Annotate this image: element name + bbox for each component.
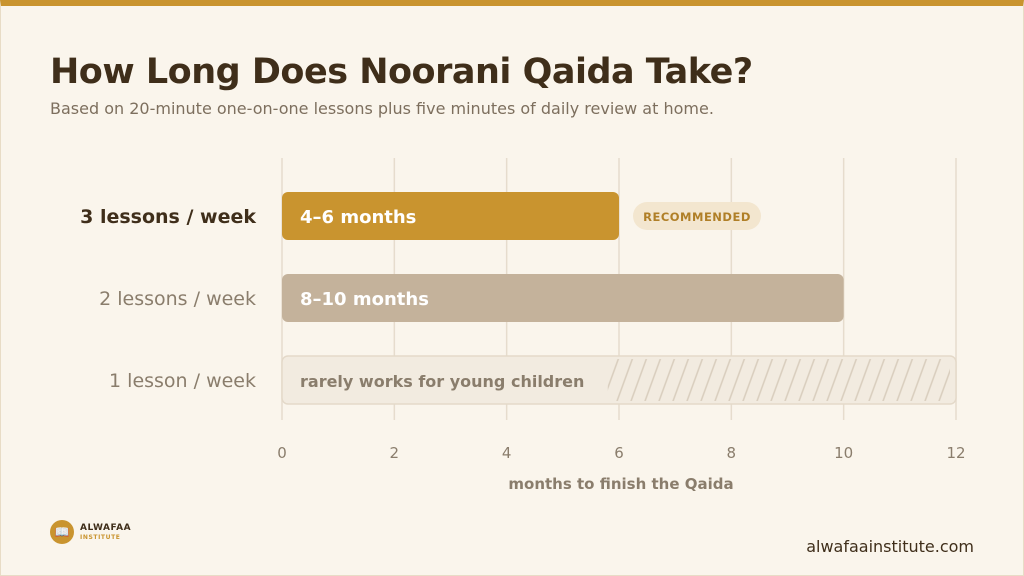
category-label: 1 lesson / week	[109, 370, 256, 392]
bar-value-label: 8–10 months	[300, 289, 429, 310]
bar	[282, 274, 844, 322]
brand-logo: 📖 ALWAFAA INSTITUTE	[50, 520, 131, 544]
category-label: 3 lessons / week	[80, 206, 256, 228]
book-icon: 📖	[50, 520, 74, 544]
bar-value-label: rarely works for young children	[300, 372, 584, 391]
x-tick-label: 6	[614, 444, 624, 462]
bar	[282, 192, 619, 240]
page-title: How Long Does Noorani Qaida Take?	[50, 52, 753, 92]
x-tick-label: 2	[390, 444, 400, 462]
recommended-badge-label: RECOMMENDED	[643, 210, 751, 224]
x-tick-label: 4	[502, 444, 512, 462]
website-link[interactable]: alwafaainstitute.com	[806, 537, 974, 556]
x-tick-label: 8	[727, 444, 737, 462]
x-tick-label: 0	[277, 444, 287, 462]
bar-hatch	[607, 359, 950, 401]
recommended-badge	[633, 202, 761, 230]
x-tick-label: 12	[946, 444, 965, 462]
category-label: 2 lessons / week	[99, 288, 256, 310]
x-tick-label: 10	[834, 444, 853, 462]
logo-name: ALWAFAA	[80, 522, 132, 533]
bar-value-label: 4–6 months	[300, 207, 416, 228]
x-axis-label: months to finish the Qaida	[508, 475, 733, 493]
page-subtitle: Based on 20-minute one-on-one lessons pl…	[50, 99, 714, 118]
logo-subtitle: INSTITUTE	[80, 533, 121, 541]
